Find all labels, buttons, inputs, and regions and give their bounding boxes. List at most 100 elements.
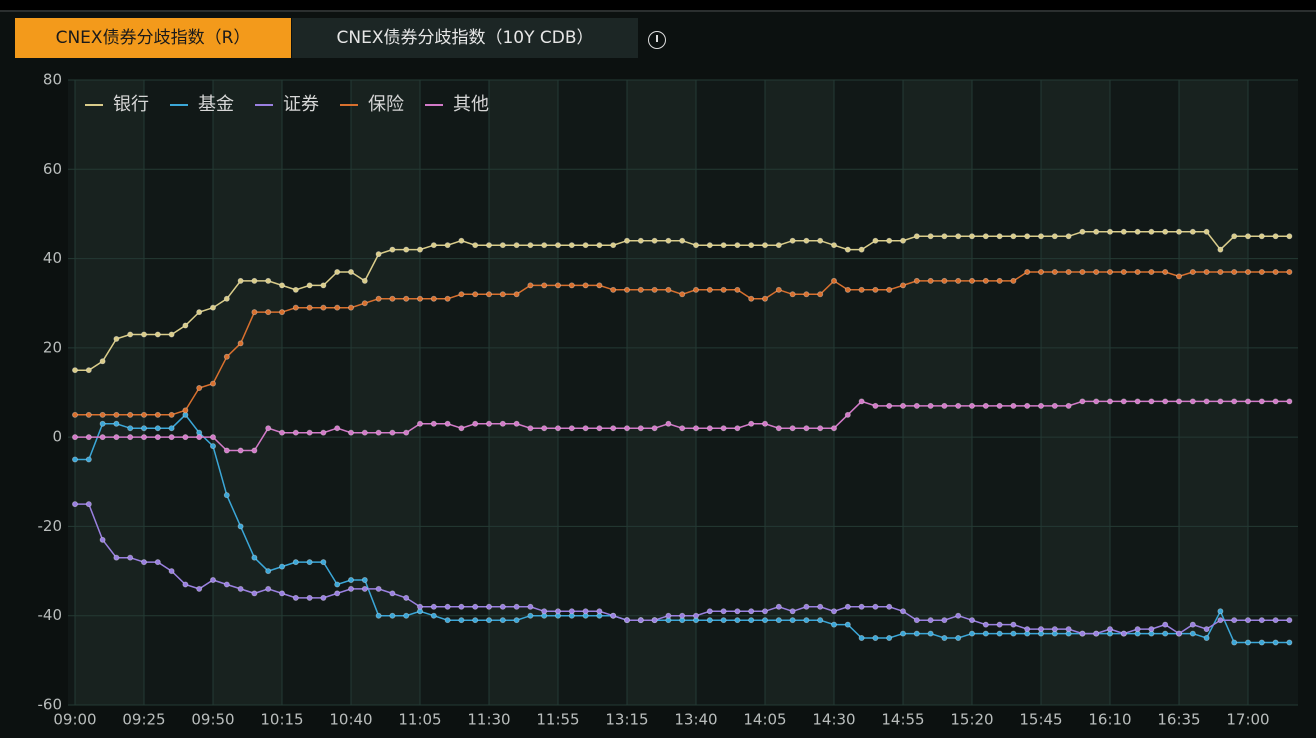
data-point (996, 277, 1003, 284)
x-tick-label: 15:45 (1019, 711, 1062, 729)
data-point (596, 242, 603, 249)
data-point (803, 291, 810, 298)
data-point (913, 617, 920, 624)
data-point (748, 242, 755, 249)
data-point (762, 242, 769, 249)
data-point (472, 420, 479, 427)
data-point (1134, 268, 1141, 275)
data-point (1134, 626, 1141, 633)
data-point (637, 617, 644, 624)
data-point (1038, 402, 1045, 409)
x-tick-label: 11:55 (536, 711, 579, 729)
data-point (886, 286, 893, 293)
data-point (762, 617, 769, 624)
data-point (831, 242, 838, 249)
data-point (1258, 639, 1265, 646)
data-point (320, 282, 327, 289)
data-point (1286, 268, 1293, 275)
data-point (499, 291, 506, 298)
data-point (624, 425, 631, 432)
data-point (900, 630, 907, 637)
data-point (803, 603, 810, 610)
data-point (775, 617, 782, 624)
data-point (320, 559, 327, 566)
data-point (113, 420, 120, 427)
data-point (1231, 398, 1238, 405)
data-point (610, 286, 617, 293)
data-point (665, 237, 672, 244)
data-point (789, 291, 796, 298)
data-point (886, 237, 893, 244)
data-point (182, 322, 189, 329)
data-point (1245, 398, 1252, 405)
data-point (168, 434, 175, 441)
data-point (900, 608, 907, 615)
column-band (351, 80, 420, 705)
data-point (347, 268, 354, 275)
data-point (1286, 233, 1293, 240)
tab[interactable]: CNEX债券分歧指数（10Y CDB） (292, 18, 638, 58)
data-point (706, 286, 713, 293)
data-point (485, 291, 492, 298)
data-point (85, 501, 92, 508)
data-point (416, 295, 423, 302)
x-tick-label: 16:35 (1157, 711, 1200, 729)
data-point (1217, 608, 1224, 615)
info-icon[interactable] (648, 31, 666, 49)
data-point (168, 411, 175, 418)
data-point (265, 277, 272, 284)
data-point (900, 237, 907, 244)
data-point (913, 277, 920, 284)
x-tick-label: 14:55 (881, 711, 924, 729)
data-point (1024, 268, 1031, 275)
data-point (610, 425, 617, 432)
data-point (582, 608, 589, 615)
data-point (320, 429, 327, 436)
data-point (1272, 398, 1279, 405)
data-point (706, 617, 713, 624)
data-point (196, 309, 203, 316)
data-point (789, 608, 796, 615)
data-point (347, 585, 354, 592)
data-point (844, 286, 851, 293)
data-point (444, 242, 451, 249)
data-point (85, 367, 92, 374)
y-tick-label: -60 (38, 696, 63, 714)
data-point (403, 594, 410, 601)
data-point (637, 286, 644, 293)
data-point (389, 590, 396, 597)
data-point (789, 617, 796, 624)
data-point (762, 295, 769, 302)
data-point (1162, 398, 1169, 405)
data-point (168, 568, 175, 575)
data-point (1065, 268, 1072, 275)
data-point (306, 282, 313, 289)
data-point (72, 367, 79, 374)
data-point (1134, 398, 1141, 405)
data-point (416, 246, 423, 253)
data-point (831, 277, 838, 284)
data-point (499, 420, 506, 427)
data-point (1107, 398, 1114, 405)
data-point (955, 635, 962, 642)
data-point (209, 304, 216, 311)
data-point (527, 603, 534, 610)
data-point (485, 420, 492, 427)
data-point (209, 577, 216, 584)
data-point (913, 402, 920, 409)
data-point (1203, 626, 1210, 633)
data-point (693, 286, 700, 293)
data-point (1120, 630, 1127, 637)
data-point (941, 635, 948, 642)
data-point (430, 603, 437, 610)
tab-active[interactable]: CNEX债券分歧指数（R） (15, 18, 291, 58)
data-point (969, 402, 976, 409)
x-tick-label: 10:40 (329, 711, 372, 729)
data-point (555, 425, 562, 432)
data-point (485, 603, 492, 610)
data-point (858, 286, 865, 293)
data-point (485, 617, 492, 624)
data-point (237, 585, 244, 592)
data-point (306, 429, 313, 436)
data-point (844, 411, 851, 418)
